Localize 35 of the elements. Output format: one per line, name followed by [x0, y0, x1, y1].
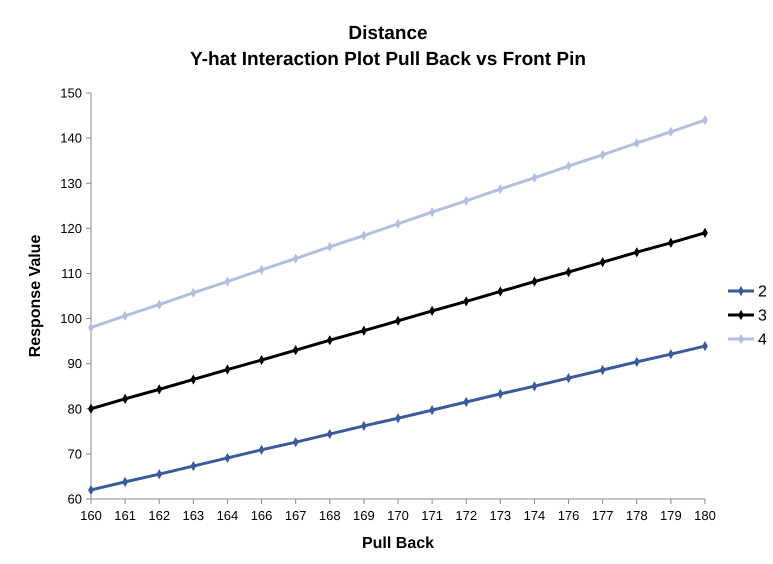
- y-tick-label: 120: [60, 220, 82, 236]
- x-tick-label: 172: [455, 508, 478, 523]
- legend-label: 2: [758, 284, 767, 301]
- y-tick-label: 130: [60, 176, 82, 191]
- y-tick-label: 110: [61, 266, 82, 281]
- x-tick-label: 173: [489, 508, 512, 523]
- x-tick-label: 163: [182, 508, 204, 523]
- y-tick-label: 100: [60, 311, 82, 326]
- x-tick-label: 177: [592, 508, 614, 523]
- x-tick-label: 174: [524, 508, 546, 523]
- x-tick-label: 160: [80, 508, 102, 523]
- x-tick-label: 171: [421, 508, 443, 523]
- x-tick-label: 180: [694, 508, 716, 523]
- x-tick-label: 178: [626, 508, 648, 523]
- legend-label: 3: [758, 308, 767, 325]
- y-tick-label: 60: [68, 492, 82, 507]
- y-axis-title: Response Value: [27, 234, 44, 358]
- x-tick-label: 176: [558, 508, 580, 523]
- legend-label: 4: [758, 332, 767, 349]
- x-tick-label: 162: [148, 508, 170, 523]
- x-tick-label: 161: [114, 508, 136, 523]
- x-tick-label: 169: [353, 508, 375, 523]
- x-tick-label: 170: [387, 508, 409, 523]
- chart-title: Distance Y-hat Interaction Plot Pull Back vs Front Pin: [190, 23, 586, 70]
- y-tick-label: 80: [68, 401, 82, 416]
- x-tick-label: 166: [250, 508, 272, 523]
- x-tick-label: 164: [216, 508, 238, 523]
- y-tick-label: 150: [60, 86, 82, 101]
- y-tick-label: 140: [60, 130, 82, 146]
- x-tick-label: 168: [318, 508, 341, 523]
- x-axis-title: Pull Back: [362, 535, 434, 552]
- y-tick-label: 70: [68, 446, 82, 462]
- y-tick-label: 90: [68, 356, 82, 372]
- x-tick-label: 179: [660, 508, 682, 523]
- x-tick-label: 167: [284, 508, 307, 523]
